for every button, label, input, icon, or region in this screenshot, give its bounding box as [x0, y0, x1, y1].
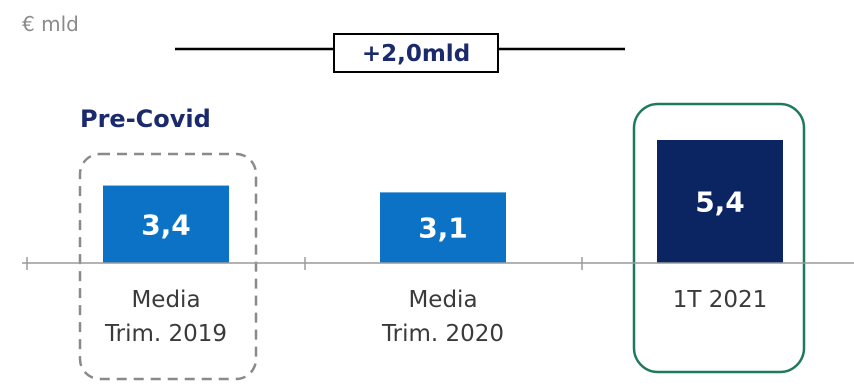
highlight-box-2021: [632, 102, 806, 374]
category-label: Media: [131, 287, 200, 313]
category-label: 1T 2021: [673, 287, 768, 313]
bar-value-label: 3,1: [418, 212, 468, 245]
category-label: Trim. 2020: [381, 321, 504, 347]
bar-value-label: 3,4: [141, 208, 191, 241]
bar-value-label: 5,4: [695, 186, 745, 219]
labels-group: Media Trim. 2019 Media Trim. 2020 1T 2021: [104, 287, 767, 347]
delta-label: +2,0mld: [362, 41, 470, 67]
delta-box: [333, 33, 499, 73]
bar-3: [657, 140, 783, 263]
precovid-label: Pre-Covid: [80, 105, 211, 133]
bar-2: [380, 192, 506, 263]
category-label: Media: [408, 287, 477, 313]
category-label: Trim. 2019: [104, 321, 227, 347]
bar-1: [103, 185, 229, 263]
unit-label: € mld: [22, 12, 79, 36]
bars-group: 3,4 3,1 5,4: [103, 140, 783, 263]
precovid-dashed-box: [78, 152, 258, 381]
